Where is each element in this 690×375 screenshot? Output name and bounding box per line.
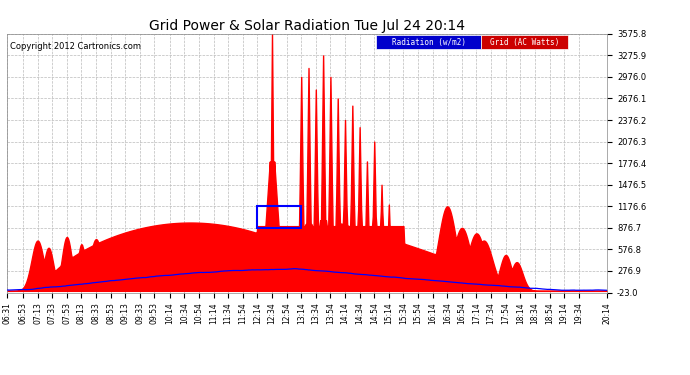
- Text: Copyright 2012 Cartronics.com: Copyright 2012 Cartronics.com: [10, 42, 141, 51]
- Text: Radiation (w/m2): Radiation (w/m2): [392, 38, 466, 47]
- Text: Grid (AC Watts): Grid (AC Watts): [490, 38, 559, 47]
- Bar: [257, 206, 302, 228]
- Title: Grid Power & Solar Radiation Tue Jul 24 20:14: Grid Power & Solar Radiation Tue Jul 24 …: [149, 19, 465, 33]
- FancyBboxPatch shape: [376, 35, 481, 49]
- FancyBboxPatch shape: [481, 35, 568, 49]
